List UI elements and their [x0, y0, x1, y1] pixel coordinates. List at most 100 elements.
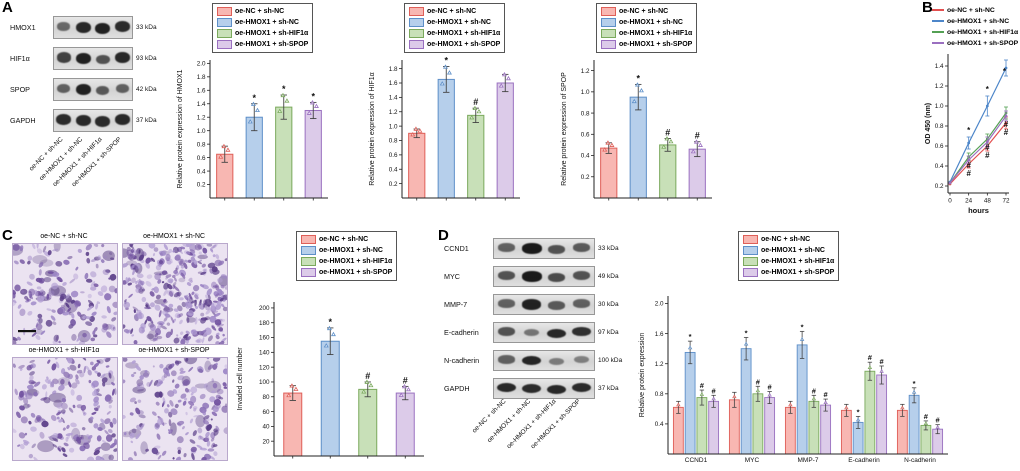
cell	[200, 271, 207, 275]
cell	[95, 405, 101, 411]
cell	[210, 437, 215, 442]
legend-line-swatch	[932, 9, 944, 12]
blot-row: E-cadherin 97 kDa	[444, 322, 622, 343]
cell	[45, 391, 48, 399]
molecular-weight-label: 33 kDa	[136, 24, 157, 31]
data-point-marker	[690, 148, 696, 154]
cell	[43, 396, 51, 404]
bar	[764, 397, 776, 455]
legend-item: oe-HMOX1 + sh-HIF1α	[217, 28, 309, 39]
cell	[52, 248, 59, 252]
cell	[61, 304, 65, 308]
cell	[93, 244, 99, 247]
protein-band	[573, 355, 590, 364]
cell	[184, 336, 188, 341]
significance-mark: #	[756, 377, 761, 386]
cell	[187, 259, 192, 264]
cell	[57, 276, 63, 283]
legend-color-swatch	[217, 17, 232, 27]
cell	[151, 448, 158, 454]
line-series	[949, 122, 1007, 185]
protein-name-label: SPOP	[10, 85, 30, 94]
data-point-marker	[254, 107, 260, 112]
cell	[224, 286, 227, 290]
data-point-marker	[743, 341, 749, 346]
cell	[166, 322, 171, 326]
cell	[30, 412, 36, 418]
cell	[183, 262, 188, 270]
cell	[129, 397, 136, 403]
scale-bar	[18, 330, 36, 333]
cell	[76, 369, 83, 374]
cell	[196, 338, 203, 344]
cell	[27, 260, 31, 265]
cell	[128, 457, 134, 460]
cell	[202, 409, 206, 416]
cell	[105, 365, 110, 368]
data-point-marker	[911, 389, 917, 394]
legend-item-label: oe-HMOX1 + sh-HIF1α	[235, 29, 309, 37]
cell	[127, 253, 134, 260]
cell	[184, 259, 189, 263]
significance-mark: #	[1004, 120, 1009, 129]
cell	[165, 363, 173, 371]
cell	[65, 436, 69, 442]
cell	[176, 436, 184, 444]
cell	[168, 429, 172, 433]
cell	[21, 290, 25, 293]
cell	[198, 318, 201, 321]
bar	[896, 409, 908, 455]
protein-band	[497, 271, 516, 280]
data-point-marker	[417, 128, 423, 133]
y-axis-title: Relative protein expression	[639, 333, 646, 418]
cell	[14, 284, 21, 292]
cell	[138, 249, 141, 254]
legend-color-swatch	[743, 234, 758, 244]
cell	[52, 340, 59, 344]
blot-row: HIF1α 93 kDa	[10, 47, 157, 70]
cell	[190, 280, 193, 283]
legend-color-swatch	[409, 6, 424, 16]
cell	[184, 250, 191, 255]
cell	[165, 371, 171, 377]
data-point-marker	[699, 392, 705, 396]
cell	[211, 325, 217, 331]
cell	[174, 403, 179, 409]
cell	[23, 397, 29, 405]
cell	[133, 371, 137, 375]
cell	[175, 456, 182, 460]
bar	[876, 374, 888, 455]
cell	[144, 370, 148, 373]
cell	[123, 432, 127, 436]
panel-a-hmox1-legend: oe-NC + sh-NC oe-HMOX1 + sh-NC oe-HMOX1 + …	[212, 3, 314, 53]
data-point-marker	[405, 386, 411, 392]
blot-band-box	[53, 78, 133, 101]
significance-mark: *	[857, 407, 860, 416]
protein-band	[546, 328, 567, 339]
blot-band-box	[493, 350, 595, 371]
cell	[60, 293, 67, 300]
cell	[62, 427, 66, 431]
cell	[221, 337, 227, 343]
protein-name-label: MYC	[444, 272, 460, 281]
cell	[204, 327, 212, 335]
protein-name-label: GAPDH	[444, 384, 470, 393]
cell	[190, 392, 194, 396]
significance-mark: *	[311, 91, 315, 101]
data-point-marker	[634, 82, 640, 87]
invasion-micrograph-3	[12, 357, 118, 461]
data-point-marker	[668, 138, 674, 144]
cell	[173, 308, 179, 312]
data-point-marker	[313, 103, 319, 108]
cell	[34, 416, 41, 423]
cell	[16, 411, 21, 419]
cell	[97, 426, 103, 431]
cell	[111, 317, 117, 322]
x-tick-label: 24	[965, 198, 973, 205]
y-tick-label: 80	[262, 394, 270, 401]
cell	[100, 373, 106, 379]
legend-item: oe-HMOX1 + sh-HIF1α	[301, 256, 392, 267]
protein-band	[521, 299, 542, 310]
data-point-marker	[638, 87, 644, 93]
cell	[211, 378, 215, 383]
